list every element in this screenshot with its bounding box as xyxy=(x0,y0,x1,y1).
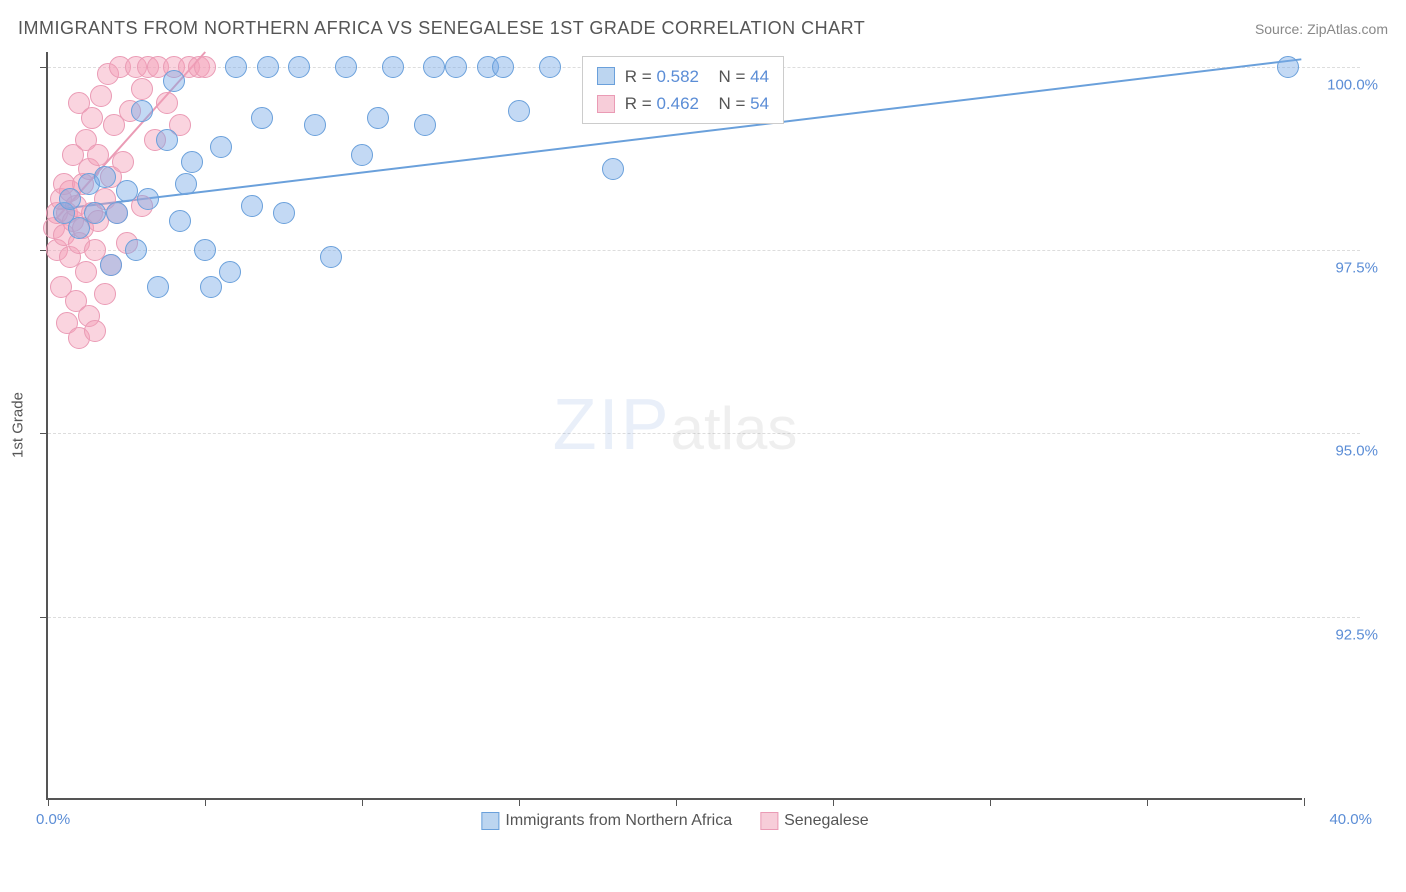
x-tick xyxy=(519,798,520,806)
data-point xyxy=(194,239,216,261)
data-point xyxy=(304,114,326,136)
y-axis-title: 1st Grade xyxy=(10,392,27,458)
series-legend: Immigrants from Northern Africa Senegales… xyxy=(481,812,868,830)
legend-label: Immigrants from Northern Africa xyxy=(505,812,732,829)
data-point xyxy=(539,56,561,78)
data-point xyxy=(175,173,197,195)
data-point xyxy=(156,129,178,151)
data-point xyxy=(84,320,106,342)
data-point xyxy=(112,151,134,173)
n-value: N = 44 xyxy=(709,63,769,90)
y-tick xyxy=(40,617,48,618)
data-point xyxy=(137,188,159,210)
data-point xyxy=(382,56,404,78)
data-point xyxy=(602,158,624,180)
legend-label: Senegalese xyxy=(784,812,869,829)
legend-swatch-icon xyxy=(481,812,499,830)
data-point xyxy=(219,261,241,283)
data-point xyxy=(90,85,112,107)
data-point xyxy=(94,166,116,188)
data-point xyxy=(320,246,342,268)
y-tick xyxy=(40,67,48,68)
y-tick-label: 95.0% xyxy=(1306,443,1378,460)
x-tick xyxy=(1147,798,1148,806)
x-tick xyxy=(676,798,677,806)
x-tick xyxy=(48,798,49,806)
n-value: N = 54 xyxy=(709,90,769,117)
x-axis-max-label: 40.0% xyxy=(1329,811,1372,828)
gridline xyxy=(48,433,1360,434)
data-point xyxy=(492,56,514,78)
data-point xyxy=(87,144,109,166)
legend-item: Senegalese xyxy=(760,812,869,830)
x-tick xyxy=(205,798,206,806)
data-point xyxy=(181,151,203,173)
data-point xyxy=(131,100,153,122)
data-point xyxy=(75,261,97,283)
gridline xyxy=(48,250,1360,251)
data-point xyxy=(257,56,279,78)
stats-row: R = 0.582 N = 44 xyxy=(597,63,769,90)
x-tick xyxy=(362,798,363,806)
legend-swatch-icon xyxy=(760,812,778,830)
y-tick-label: 92.5% xyxy=(1306,626,1378,643)
data-point xyxy=(414,114,436,136)
data-point xyxy=(116,180,138,202)
data-point xyxy=(163,70,185,92)
data-point xyxy=(131,78,153,100)
y-tick-label: 100.0% xyxy=(1306,76,1378,93)
data-point xyxy=(81,107,103,129)
data-point xyxy=(147,276,169,298)
data-point xyxy=(194,56,216,78)
correlation-stats-box: R = 0.582 N = 44R = 0.462 N = 54 xyxy=(582,56,784,124)
data-point xyxy=(210,136,232,158)
data-point xyxy=(251,107,273,129)
data-point xyxy=(508,100,530,122)
data-point xyxy=(94,283,116,305)
data-point xyxy=(125,239,147,261)
x-axis-min-label: 0.0% xyxy=(36,811,70,828)
chart-header: IMMIGRANTS FROM NORTHERN AFRICA VS SENEG… xyxy=(18,18,1388,39)
data-point xyxy=(351,144,373,166)
plot-area: 1st Grade 92.5%95.0%97.5%100.0% ZIPatlas… xyxy=(46,52,1302,800)
data-point xyxy=(335,56,357,78)
data-point xyxy=(106,202,128,224)
data-point xyxy=(445,56,467,78)
data-point xyxy=(423,56,445,78)
x-tick xyxy=(1304,798,1305,806)
data-point xyxy=(169,210,191,232)
data-point xyxy=(225,56,247,78)
data-point xyxy=(288,56,310,78)
legend-swatch-icon xyxy=(597,95,615,113)
data-point xyxy=(84,202,106,224)
data-point xyxy=(1277,56,1299,78)
gridline xyxy=(48,617,1360,618)
data-point xyxy=(100,254,122,276)
watermark: ZIPatlas xyxy=(553,384,798,466)
source-attribution: Source: ZipAtlas.com xyxy=(1255,21,1388,37)
r-value: R = 0.582 xyxy=(625,63,699,90)
legend-swatch-icon xyxy=(597,67,615,85)
data-point xyxy=(59,188,81,210)
y-tick xyxy=(40,433,48,434)
data-point xyxy=(156,92,178,114)
y-tick-label: 97.5% xyxy=(1306,260,1378,277)
trend-lines xyxy=(48,52,1302,798)
r-value: R = 0.462 xyxy=(625,90,699,117)
data-point xyxy=(273,202,295,224)
data-point xyxy=(200,276,222,298)
x-tick xyxy=(833,798,834,806)
legend-item: Immigrants from Northern Africa xyxy=(481,812,732,830)
data-point xyxy=(367,107,389,129)
chart-title: IMMIGRANTS FROM NORTHERN AFRICA VS SENEG… xyxy=(18,18,865,39)
data-point xyxy=(241,195,263,217)
stats-row: R = 0.462 N = 54 xyxy=(597,90,769,117)
x-tick xyxy=(990,798,991,806)
